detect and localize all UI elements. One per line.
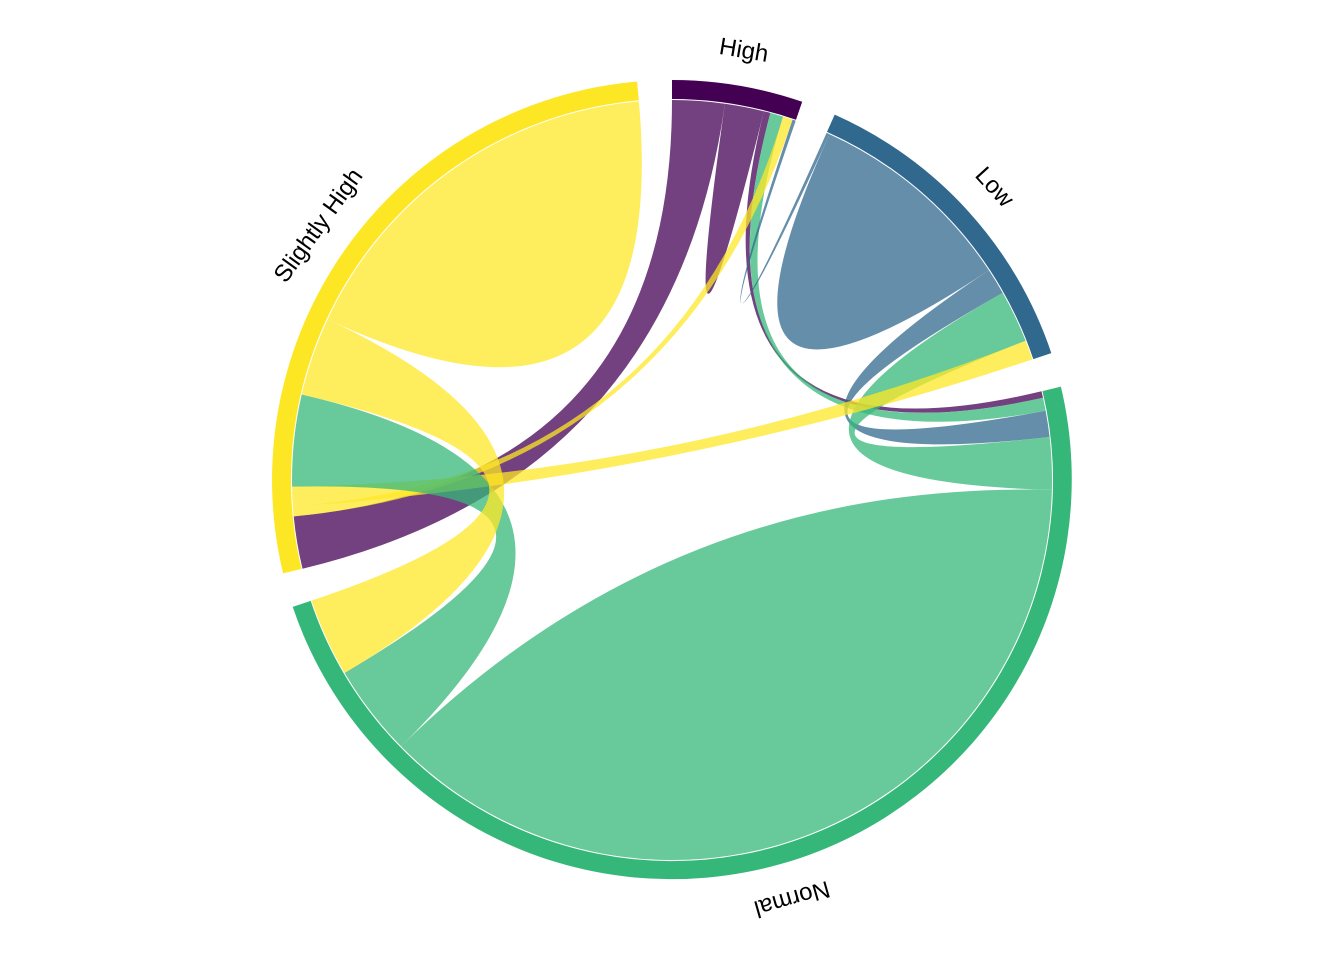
sector-label-low: Low [970, 162, 1020, 213]
chord-normal-to-slightly-high [292, 394, 516, 747]
chord-low-to-low [777, 134, 989, 350]
sector-ring-low [827, 114, 1052, 360]
chord-normal-to-normal [401, 489, 1052, 861]
chord-high-to-high [705, 103, 764, 294]
chord-slightly-high-to-normal [301, 319, 505, 673]
sector-label-normal: Normal [751, 875, 833, 922]
sector-rings [272, 80, 1072, 880]
sector-ring-high [672, 80, 803, 120]
chord-normal-to-low [848, 292, 1053, 490]
sector-label-high: High [717, 33, 770, 68]
chord-low-to-normal [844, 270, 1050, 445]
chord-slightly-high-to-low [292, 340, 1033, 507]
chord-links [292, 100, 1053, 861]
chord-slightly-high-to-slightly-high [327, 101, 642, 368]
